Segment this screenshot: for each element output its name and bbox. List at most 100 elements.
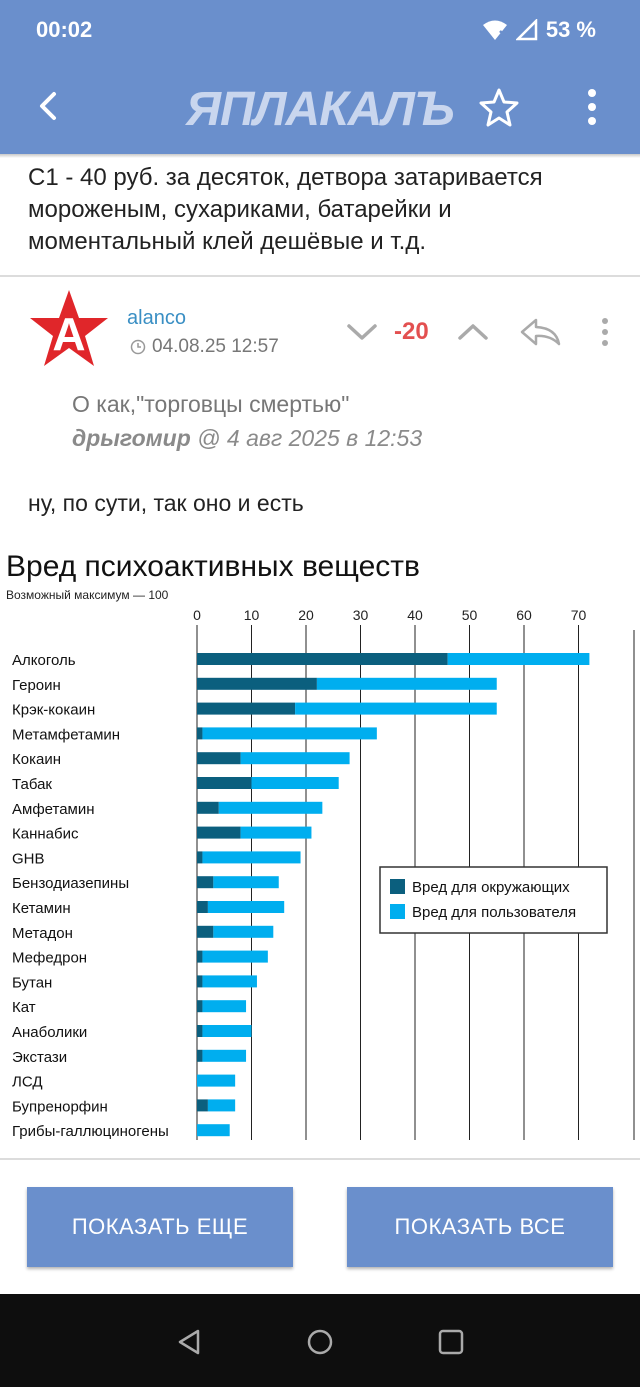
bar-others bbox=[197, 975, 203, 988]
back-arrow-icon[interactable] bbox=[30, 86, 70, 126]
bar-others bbox=[197, 950, 203, 963]
bar-others bbox=[197, 851, 203, 864]
bar-others bbox=[197, 727, 203, 740]
status-time: 00:02 bbox=[36, 17, 93, 42]
quote-author[interactable]: дрыгомир bbox=[72, 425, 191, 451]
bar-others bbox=[197, 1000, 203, 1013]
category-label: Метамфетамин bbox=[12, 726, 120, 743]
show-more-button[interactable]: ПОКАЗАТЬ ЕЩЕ bbox=[27, 1187, 293, 1267]
bar-user bbox=[213, 876, 279, 889]
category-label: Грибы-галлюциногены bbox=[12, 1123, 169, 1140]
signal-icon bbox=[515, 19, 538, 41]
bar-user bbox=[240, 826, 312, 839]
harm-chart: Вред психоактивных веществ Возможный макс… bbox=[6, 550, 635, 1140]
tick-label: 50 bbox=[462, 607, 478, 623]
chart-title: Вред психоактивных веществ bbox=[6, 550, 420, 583]
tick-label: 60 bbox=[516, 607, 532, 623]
comment-more-icon[interactable] bbox=[598, 316, 612, 348]
site-logo[interactable]: ЯПЛАКАЛЪ bbox=[186, 83, 455, 136]
bar-user bbox=[213, 925, 274, 938]
tick-label: 20 bbox=[298, 607, 314, 623]
bar-user bbox=[197, 1124, 230, 1137]
bar-user bbox=[295, 702, 497, 715]
bar-user bbox=[207, 1099, 236, 1112]
appbar-shadow bbox=[0, 154, 640, 158]
category-label: ЛСД bbox=[12, 1074, 43, 1091]
category-label: Мефедрон bbox=[12, 950, 87, 967]
bar-user bbox=[207, 901, 285, 913]
category-label: Экстази bbox=[12, 1049, 67, 1066]
category-label: Кат bbox=[12, 999, 36, 1016]
tick-label: 10 bbox=[244, 607, 260, 623]
bar-others bbox=[197, 677, 317, 690]
bar-user bbox=[316, 677, 497, 690]
comment-author[interactable]: alanco bbox=[127, 307, 186, 329]
bar-user bbox=[202, 1025, 252, 1037]
category-label: Бупренорфин bbox=[12, 1098, 108, 1115]
category-label: Каннабис bbox=[12, 826, 79, 843]
bar-others bbox=[197, 901, 208, 913]
more-vert-icon[interactable] bbox=[580, 86, 604, 128]
comment-body: ну, по сути, так оно и есть bbox=[28, 490, 304, 516]
status-bar: 00:02 53 % bbox=[0, 0, 640, 60]
bar-user bbox=[197, 1074, 236, 1087]
category-label: Кетамин bbox=[12, 900, 71, 917]
legend-swatch-others bbox=[390, 879, 405, 894]
bar-others bbox=[197, 1025, 203, 1037]
tick-label: 0 bbox=[193, 607, 201, 623]
bar-user bbox=[202, 1000, 247, 1013]
bar-others bbox=[197, 1049, 203, 1062]
quote-meta: @ 4 авг 2025 в 12:53 bbox=[190, 425, 423, 451]
bar-others bbox=[197, 826, 241, 839]
avatar[interactable]: A bbox=[28, 288, 110, 372]
svg-text:A: A bbox=[52, 308, 85, 360]
category-label: Крэк-кокаин bbox=[12, 702, 95, 719]
category-label: Бензодиазепины bbox=[12, 875, 129, 892]
bar-user bbox=[251, 777, 339, 789]
show-all-button[interactable]: ПОКАЗАТЬ ВСЕ bbox=[347, 1187, 613, 1267]
chart-divider bbox=[0, 1158, 640, 1160]
nav-recents-icon[interactable] bbox=[437, 1328, 465, 1356]
system-nav-bar bbox=[0, 1294, 640, 1387]
category-label: Метадон bbox=[12, 925, 73, 942]
reply-icon[interactable] bbox=[518, 316, 562, 348]
bar-user bbox=[240, 752, 350, 765]
bar-others bbox=[197, 653, 448, 665]
star-icon[interactable] bbox=[478, 86, 520, 128]
bar-user bbox=[202, 1049, 247, 1062]
comment-date: 04.08.25 12:57 bbox=[152, 336, 279, 357]
comment-date-row: 04.08.25 12:57 bbox=[130, 336, 279, 358]
legend-box bbox=[379, 866, 608, 934]
nav-back-icon[interactable] bbox=[176, 1328, 204, 1356]
bar-others bbox=[197, 925, 214, 938]
app-bar: ЯПЛАКАЛЪ bbox=[0, 60, 640, 154]
bar-others bbox=[197, 876, 214, 889]
bar-user bbox=[447, 653, 590, 665]
bar-others bbox=[197, 777, 252, 789]
vote-down-icon[interactable] bbox=[346, 318, 378, 346]
bar-user bbox=[202, 975, 257, 988]
category-label: Героин bbox=[12, 677, 61, 694]
chart-image: Вред психоактивных веществ Возможный макс… bbox=[0, 540, 640, 1158]
category-label: GHB bbox=[12, 850, 45, 867]
clock-icon bbox=[130, 339, 146, 355]
bar-others bbox=[197, 702, 296, 715]
bar-user bbox=[218, 801, 323, 814]
bar-user bbox=[202, 851, 301, 864]
previous-comment-text: С1 - 40 руб. за десяток, детвора затарив… bbox=[28, 164, 543, 255]
category-label: Амфетамин bbox=[12, 801, 95, 818]
quote-text: О как,"торговцы смертью" bbox=[72, 391, 350, 417]
legend-label-user: Вред для пользователя bbox=[412, 904, 576, 921]
tick-label: 70 bbox=[571, 607, 587, 623]
tick-label: 30 bbox=[353, 607, 369, 623]
nav-home-icon[interactable] bbox=[306, 1328, 334, 1356]
category-label: Кокаин bbox=[12, 751, 61, 768]
bar-others bbox=[197, 752, 241, 765]
category-label: Бутан bbox=[12, 974, 52, 991]
chart-subtitle: Возможный максимум — 100 bbox=[6, 588, 169, 602]
comment-divider bbox=[0, 275, 640, 277]
vote-up-icon[interactable] bbox=[457, 318, 489, 346]
comment-score: -20 bbox=[394, 318, 429, 345]
legend-swatch-user bbox=[390, 904, 405, 919]
bar-user bbox=[202, 727, 377, 740]
